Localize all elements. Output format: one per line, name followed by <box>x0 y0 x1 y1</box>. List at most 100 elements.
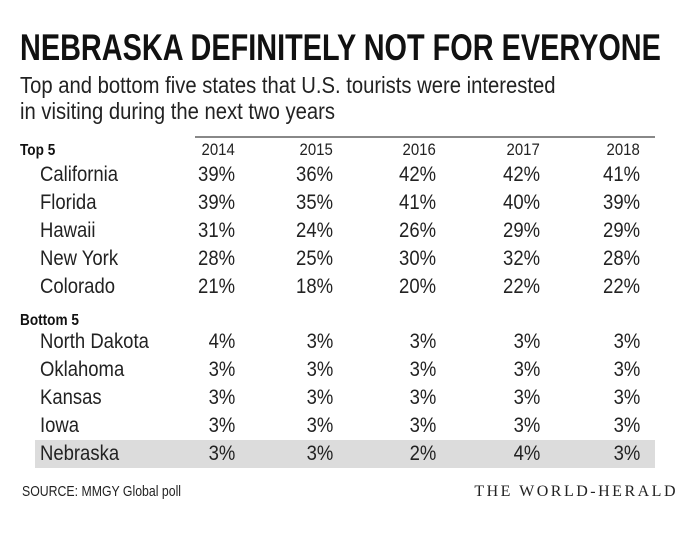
value-cell-text: 3% <box>409 358 436 381</box>
value-cell-text: 41% <box>603 163 640 186</box>
value-cell-text: 39% <box>603 191 640 214</box>
column-header-2015-text: 2015 <box>299 140 333 159</box>
value-cell-text: 24% <box>296 219 333 242</box>
state-name-text: Kansas <box>40 386 102 409</box>
subtitle-line-2: in visiting during the next two years <box>20 98 378 124</box>
header-rule <box>195 136 655 138</box>
value-cell: 3% <box>356 358 436 382</box>
table-row: California 39% 36% 42% 42% 41% <box>35 161 655 189</box>
value-cell: 3% <box>253 442 333 466</box>
value-cell-text: 42% <box>399 163 436 186</box>
table-row: Colorado 21% 18% 20% 22% 22% <box>35 273 655 301</box>
state-name-text: New York <box>40 247 119 270</box>
value-cell-text: 3% <box>613 330 640 353</box>
value-cell: 3% <box>356 330 436 354</box>
state-name: Colorado <box>40 275 125 299</box>
value-cell-text: 3% <box>613 358 640 381</box>
value-cell: 22% <box>560 275 640 299</box>
value-cell-text: 30% <box>399 247 436 270</box>
value-cell-text: 39% <box>198 163 235 186</box>
value-cell-text: 3% <box>208 414 235 437</box>
value-cell: 22% <box>460 275 540 299</box>
value-cell-text: 3% <box>513 386 540 409</box>
value-cell-text: 3% <box>306 386 333 409</box>
value-cell: 39% <box>155 191 235 215</box>
value-cell: 42% <box>460 163 540 187</box>
value-cell: 3% <box>460 330 540 354</box>
state-name-text: Hawaii <box>40 219 96 242</box>
state-name-text: Nebraska <box>40 442 120 465</box>
value-cell: 25% <box>253 247 333 271</box>
value-cell-text: 4% <box>513 442 540 465</box>
column-header-2015: 2015 <box>253 140 333 160</box>
column-header-2018-text: 2018 <box>606 140 640 159</box>
publisher-logo: THE WORLD-HERALD <box>474 483 678 500</box>
chart-title: NEBRASKA DEFINITELY NOT FOR EVERYONE <box>20 28 700 68</box>
value-cell: 28% <box>560 247 640 271</box>
table-row: Nebraska 3% 3% 2% 4% 3% <box>35 440 655 468</box>
value-cell-text: 31% <box>198 219 235 242</box>
value-cell-text: 28% <box>603 247 640 270</box>
column-header-2016-text: 2016 <box>402 140 436 159</box>
value-cell: 3% <box>460 386 540 410</box>
state-name: California <box>40 163 129 187</box>
value-cell-text: 3% <box>306 442 333 465</box>
state-name: Iowa <box>40 414 84 438</box>
state-name: Hawaii <box>40 219 103 243</box>
value-cell-text: 32% <box>503 247 540 270</box>
state-name: Florida <box>40 191 104 215</box>
subtitle-line-1: Top and bottom five states that U.S. tou… <box>20 72 629 98</box>
value-cell-text: 35% <box>296 191 333 214</box>
table-row: Oklahoma 3% 3% 3% 3% 3% <box>35 356 655 384</box>
value-cell-text: 3% <box>208 442 235 465</box>
state-name: Kansas <box>40 386 110 410</box>
column-header-2017: 2017 <box>460 140 540 160</box>
value-cell-text: 3% <box>409 414 436 437</box>
value-cell: 3% <box>253 414 333 438</box>
value-cell: 30% <box>356 247 436 271</box>
value-cell: 40% <box>460 191 540 215</box>
value-cell: 39% <box>560 191 640 215</box>
value-cell: 3% <box>155 442 235 466</box>
value-cell: 2% <box>356 442 436 466</box>
table-row: Hawaii 31% 24% 26% 29% 29% <box>35 217 655 245</box>
value-cell-text: 42% <box>503 163 540 186</box>
value-cell: 18% <box>253 275 333 299</box>
value-cell: 3% <box>253 358 333 382</box>
column-header-2014: 2014 <box>155 140 235 160</box>
section-label: Top 5 <box>20 142 61 160</box>
value-cell: 3% <box>460 414 540 438</box>
column-header-2017-text: 2017 <box>506 140 540 159</box>
value-cell: 28% <box>155 247 235 271</box>
value-cell-text: 4% <box>208 330 235 353</box>
state-name: New York <box>40 247 129 271</box>
value-cell: 24% <box>253 219 333 243</box>
state-name-text: Florida <box>40 191 97 214</box>
value-cell-text: 2% <box>409 442 436 465</box>
value-cell: 3% <box>155 386 235 410</box>
value-cell-text: 20% <box>399 275 436 298</box>
value-cell: 20% <box>356 275 436 299</box>
state-name-text: Oklahoma <box>40 358 125 381</box>
value-cell-text: 3% <box>409 330 436 353</box>
value-cell: 42% <box>356 163 436 187</box>
section-label: Bottom 5 <box>20 312 89 330</box>
value-cell-text: 22% <box>603 275 640 298</box>
value-cell-text: 26% <box>399 219 436 242</box>
state-name: Oklahoma <box>40 358 136 382</box>
value-cell: 3% <box>356 414 436 438</box>
value-cell: 3% <box>155 414 235 438</box>
state-name-text: Colorado <box>40 275 116 298</box>
value-cell-text: 40% <box>503 191 540 214</box>
subtitle-text: in visiting during the next two years <box>20 98 336 124</box>
value-cell: 4% <box>155 330 235 354</box>
value-cell: 3% <box>560 330 640 354</box>
value-cell-text: 3% <box>613 442 640 465</box>
value-cell: 39% <box>155 163 235 187</box>
value-cell-text: 18% <box>296 275 333 298</box>
value-cell-text: 3% <box>208 358 235 381</box>
column-header-2014-text: 2014 <box>201 140 235 159</box>
value-cell-text: 3% <box>306 330 333 353</box>
value-cell: 32% <box>460 247 540 271</box>
state-name-text: North Dakota <box>40 330 149 353</box>
